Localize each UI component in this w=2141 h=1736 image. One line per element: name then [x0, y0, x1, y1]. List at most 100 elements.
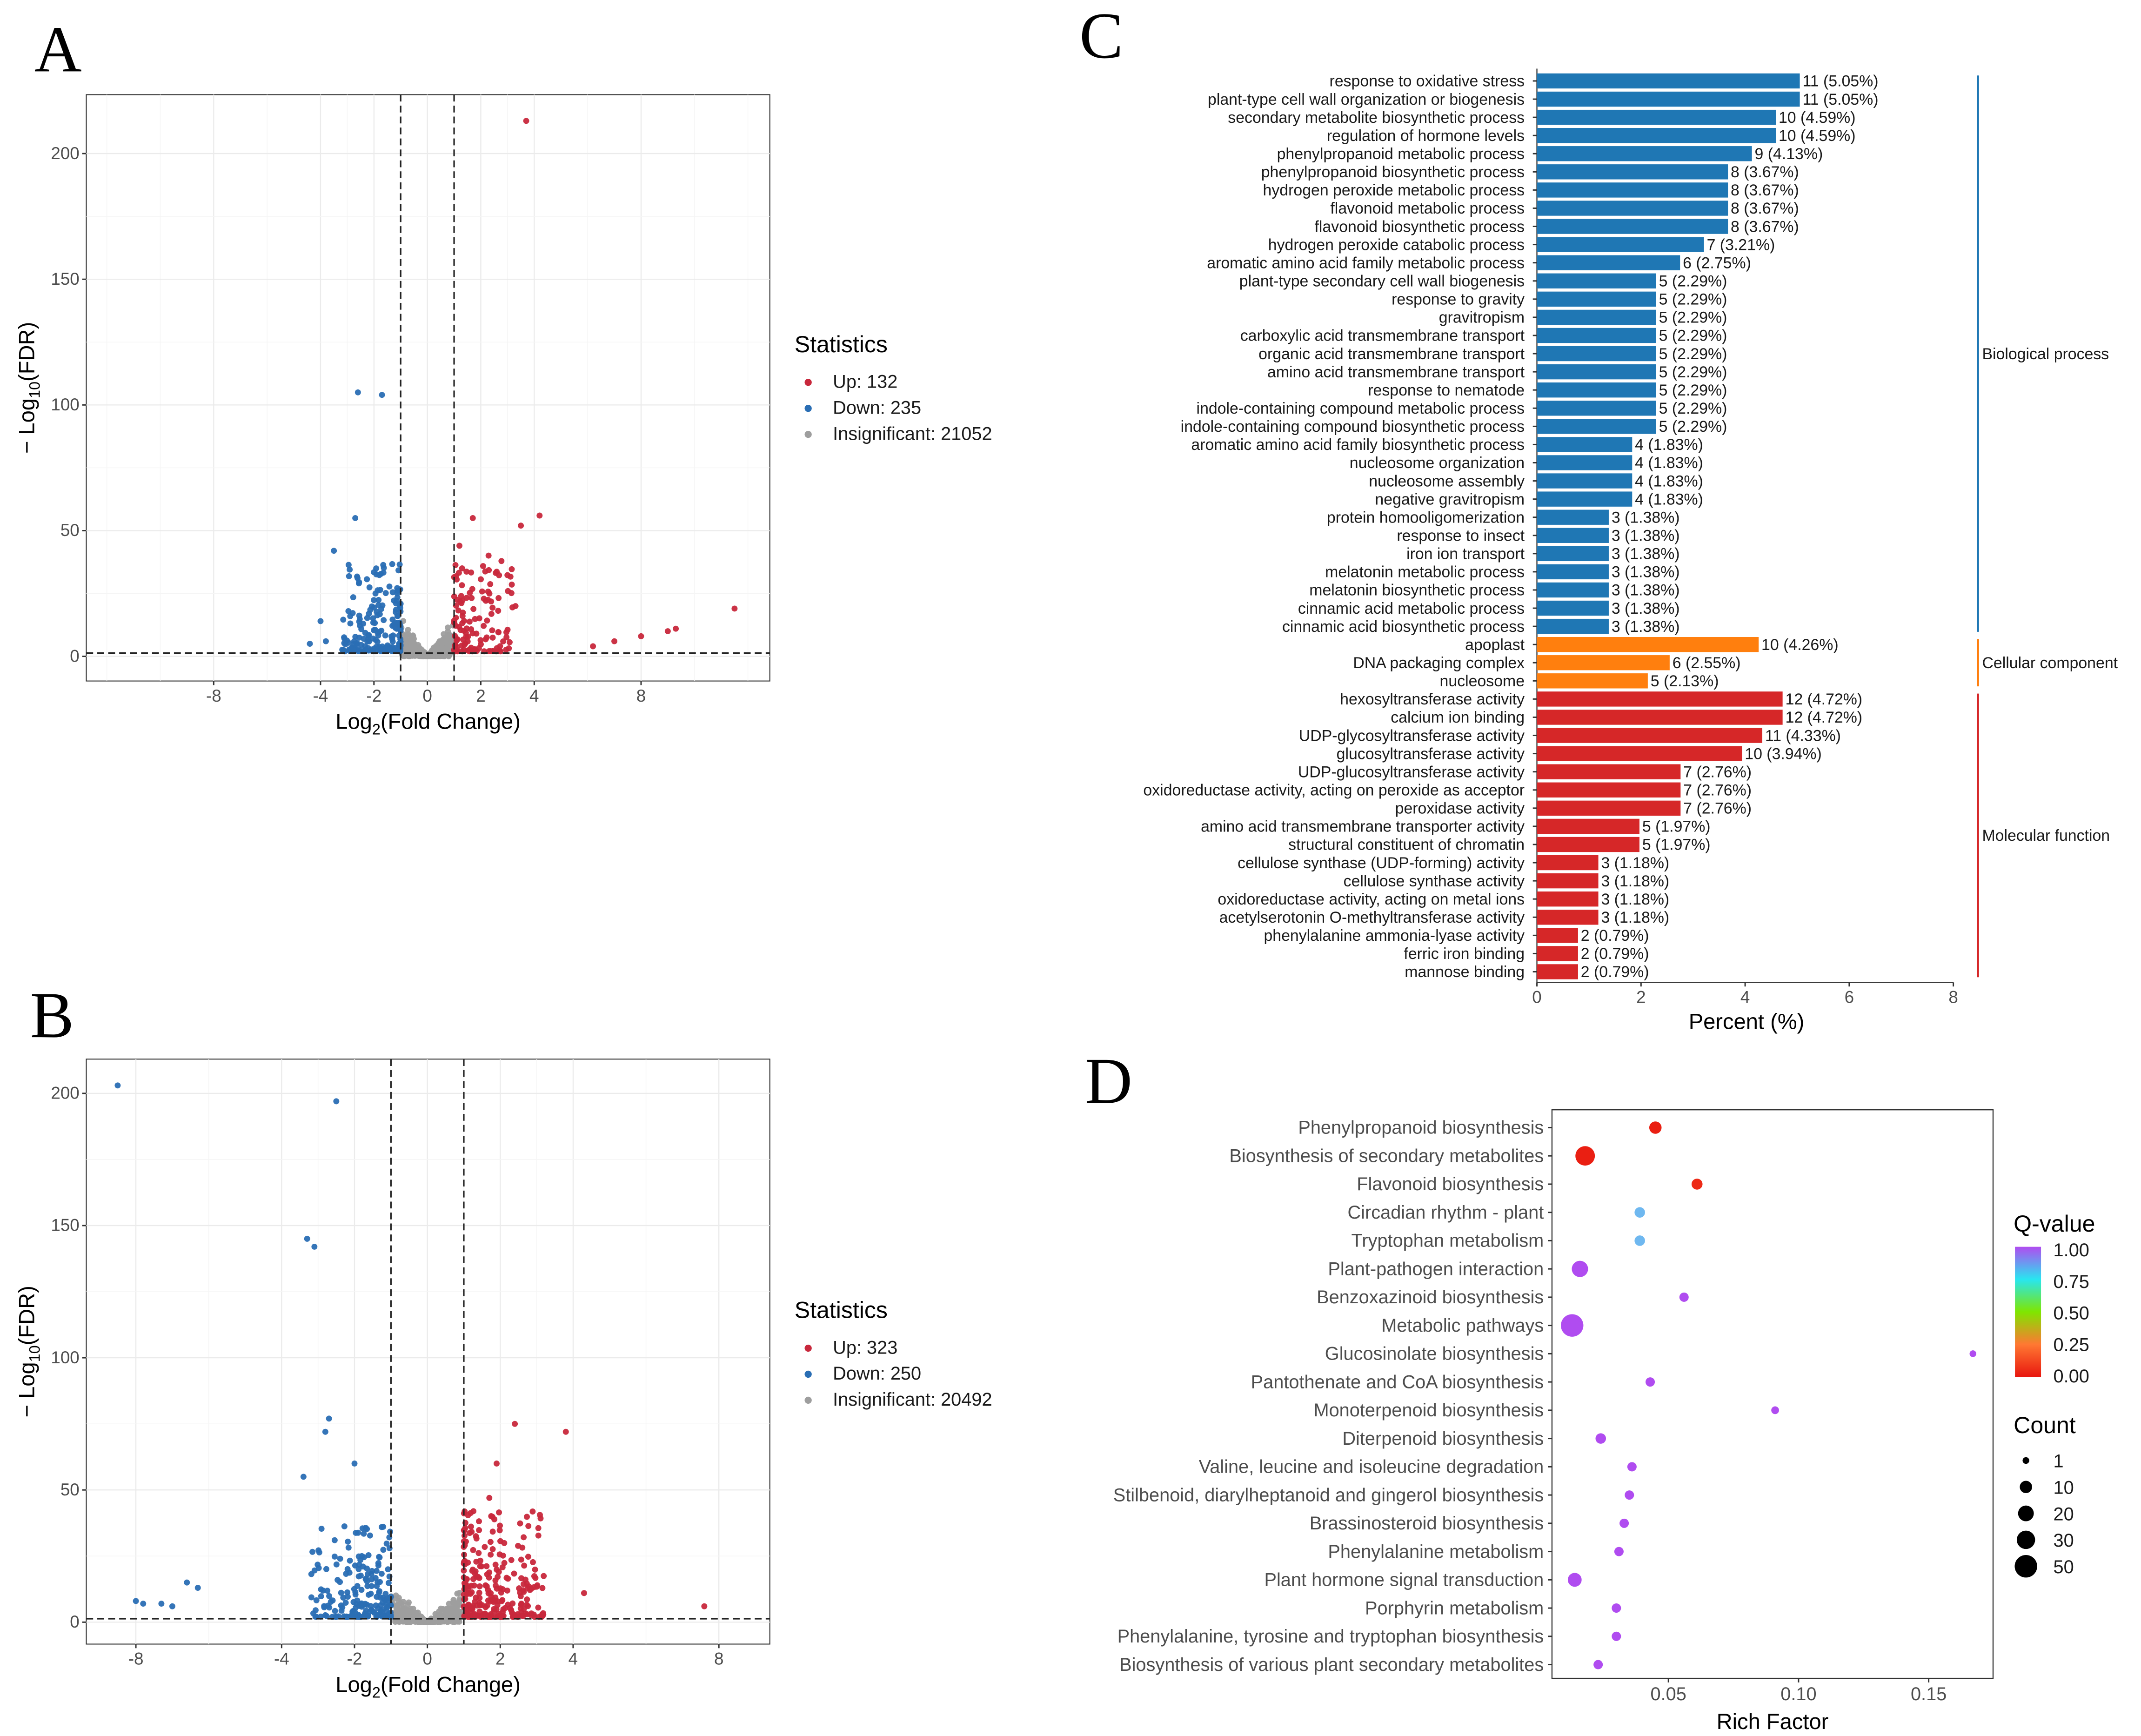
point-up [459, 620, 466, 626]
point-down [347, 566, 353, 573]
point-down [360, 1602, 366, 1609]
point-ns [438, 1616, 444, 1623]
point-up [456, 543, 463, 549]
category-label: ferric iron binding [1404, 945, 1525, 963]
point-up [482, 1604, 489, 1610]
point-down [332, 1608, 338, 1614]
point-down [382, 590, 389, 597]
size-legend-label: 1 [2054, 1451, 2064, 1472]
point-up [470, 1576, 476, 1582]
point-down [318, 1593, 324, 1600]
point-down [394, 585, 401, 591]
point-up [535, 1532, 542, 1539]
point-up [461, 1559, 468, 1565]
point-up [489, 627, 495, 634]
point-up [539, 1613, 546, 1619]
bar [1537, 364, 1656, 380]
point-up [508, 581, 515, 588]
point-down [344, 1589, 351, 1595]
point-down [370, 615, 376, 622]
point-down [358, 1587, 365, 1593]
bar [1537, 291, 1656, 307]
point-up [477, 637, 484, 643]
size-legend-dot [2014, 1555, 2037, 1578]
category-label: flavonoid metabolic process [1330, 200, 1525, 217]
point-down [133, 1598, 139, 1604]
point-up [463, 1576, 470, 1582]
point-down [313, 1597, 320, 1603]
bar-value-label: 4 (1.83%) [1635, 436, 1703, 454]
point-up [532, 1575, 539, 1581]
category-label: DNA packaging complex [1353, 654, 1525, 672]
point-up [516, 1585, 522, 1592]
point-down [314, 1562, 321, 1568]
point-down [385, 1566, 391, 1573]
category-label: hydrogen peroxide metabolic process [1263, 181, 1525, 199]
bar-value-label: 3 (1.38%) [1612, 618, 1680, 636]
y-axis-label: − Log10(FDR) [14, 322, 43, 454]
point-down [389, 561, 395, 567]
point-up [492, 1577, 499, 1584]
point-up [524, 1514, 530, 1520]
point-down [340, 617, 347, 623]
point-down [364, 1583, 371, 1589]
point-up [488, 610, 495, 617]
bar-value-label: 3 (1.38%) [1612, 527, 1680, 545]
bar-value-label: 4 (1.83%) [1635, 454, 1703, 472]
bar-value-label: 5 (1.97%) [1642, 818, 1711, 836]
point-down [394, 590, 401, 597]
bar [1537, 455, 1633, 470]
point-up [507, 1605, 513, 1611]
point-up [664, 628, 671, 635]
bubble [1575, 1146, 1595, 1166]
point-up [484, 617, 490, 624]
x-tick-label: 0.05 [1651, 1684, 1686, 1704]
panel-letter-c: C [1079, 0, 1123, 72]
category-label: UDP-glucosyltransferase activity [1298, 763, 1525, 781]
group-label: Cellular component [1982, 654, 2118, 672]
size-legend-title: Count [2014, 1412, 2076, 1438]
bar-value-label: 5 (2.13%) [1651, 672, 1719, 690]
point-down [341, 1613, 347, 1620]
legend-item: Insignificant: 20492 [833, 1389, 992, 1410]
point-up [470, 1547, 476, 1553]
point-up [475, 1550, 482, 1556]
legend-key-down [804, 1370, 812, 1378]
color-legend-title: Q-value [2014, 1211, 2095, 1237]
legend-key-up [804, 379, 812, 386]
y-tick-label: 0 [70, 1612, 79, 1631]
bar-value-label: 3 (1.38%) [1612, 600, 1680, 617]
point-up [731, 605, 738, 612]
point-ns [397, 1600, 404, 1607]
bar-value-label: 3 (1.18%) [1601, 872, 1669, 890]
point-down [356, 616, 363, 622]
category-label: hydrogen peroxide catabolic process [1268, 236, 1525, 254]
category-label: indole-containing compound biosynthetic … [1181, 418, 1525, 436]
point-down [355, 389, 361, 395]
point-up [509, 1609, 515, 1616]
point-up [530, 1559, 536, 1565]
category-label: glucosyltransferase activity [1337, 745, 1525, 763]
point-up [492, 1598, 499, 1604]
bar-value-label: 5 (1.97%) [1642, 836, 1711, 854]
point-up [673, 625, 679, 632]
point-down [331, 548, 337, 554]
category-label: melatonin metabolic process [1325, 563, 1525, 581]
category-label: UDP-glycosyltransferase activity [1299, 727, 1525, 744]
bar-value-label: 8 (3.67%) [1731, 163, 1799, 181]
point-up [454, 597, 461, 603]
point-up [488, 1594, 495, 1600]
bar-value-label: 6 (2.55%) [1673, 654, 1741, 672]
point-up [481, 623, 487, 629]
bar-value-label: 3 (1.18%) [1601, 891, 1669, 908]
point-down [371, 597, 377, 603]
point-up [539, 1585, 546, 1591]
point-down [361, 636, 367, 642]
point-down [354, 1583, 361, 1589]
point-up [476, 1589, 482, 1596]
point-down [396, 561, 403, 568]
point-up [503, 634, 510, 641]
x-tick-label: 6 [1845, 988, 1854, 1007]
point-down [351, 638, 357, 644]
bar-value-label: 7 (2.76%) [1683, 763, 1752, 781]
